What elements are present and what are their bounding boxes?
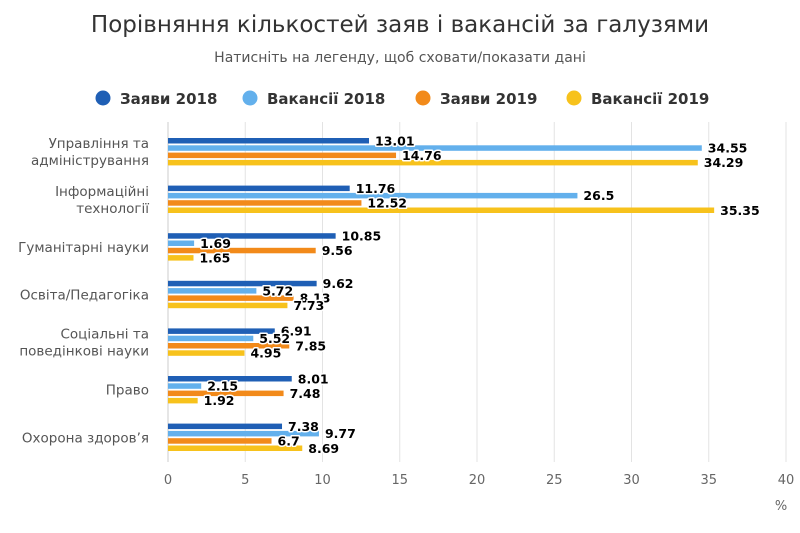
category-label: Гуманітарні науки bbox=[18, 240, 149, 256]
legend-label: Вакансії 2019 bbox=[591, 90, 709, 108]
data-label: 6.91 bbox=[281, 324, 312, 339]
legend-item-1[interactable]: Заяви 2018 bbox=[95, 90, 218, 108]
data-label: 2.15 bbox=[207, 379, 238, 394]
bar[interactable] bbox=[168, 200, 362, 206]
data-label: 10.85 bbox=[342, 228, 382, 243]
bar[interactable] bbox=[168, 390, 284, 397]
bar[interactable] bbox=[168, 152, 397, 159]
category-label: Управління та адміністрування bbox=[31, 136, 149, 169]
legend-label: Вакансії 2018 bbox=[267, 90, 385, 108]
x-axis-ticks: 0 5 10 15 20 25 30 35 40 bbox=[164, 473, 794, 488]
legend-item-4[interactable]: Вакансії 2019 bbox=[566, 90, 710, 108]
bar[interactable] bbox=[168, 255, 194, 261]
data-label: 9.62 bbox=[323, 276, 354, 291]
data-label: 7.48 bbox=[290, 386, 321, 401]
legend-marker bbox=[415, 90, 431, 106]
x-axis-unit: % bbox=[775, 499, 787, 514]
bar[interactable] bbox=[168, 192, 578, 199]
data-labels: 13.01 11.76 10.85 9.62 6.91 8.01 7.38 34.55 26.5… bbox=[198, 132, 761, 458]
bar[interactable] bbox=[168, 438, 272, 444]
bar[interactable] bbox=[168, 280, 317, 287]
bar[interactable] bbox=[168, 335, 254, 342]
bar[interactable] bbox=[168, 138, 370, 144]
legend-label: Заяви 2018 bbox=[120, 90, 217, 108]
data-label: 14.76 bbox=[402, 148, 442, 163]
x-tick-label: 25 bbox=[546, 473, 563, 488]
legend-marker bbox=[566, 90, 582, 106]
bar[interactable] bbox=[168, 240, 195, 247]
bar[interactable] bbox=[168, 233, 336, 239]
data-label: 1.92 bbox=[204, 393, 235, 408]
bar[interactable] bbox=[168, 350, 245, 356]
x-tick-label: 20 bbox=[469, 473, 486, 488]
legend-item-3[interactable]: Заяви 2019 bbox=[415, 90, 538, 108]
data-label: 6.7 bbox=[278, 433, 300, 448]
bar[interactable] bbox=[168, 302, 288, 309]
data-label: 7.85 bbox=[295, 338, 326, 353]
data-label: 1.65 bbox=[199, 250, 230, 265]
x-tick-label: 5 bbox=[241, 473, 249, 488]
bar[interactable] bbox=[168, 383, 202, 389]
data-label: 4.95 bbox=[250, 346, 281, 361]
data-label: 1.69 bbox=[200, 236, 231, 251]
bar[interactable] bbox=[168, 145, 702, 151]
category-label: Охорона здоров’я bbox=[22, 430, 149, 446]
data-label: 8.13 bbox=[300, 291, 331, 306]
x-tick-label: 30 bbox=[623, 473, 640, 488]
category-labels: Управління та адміністрування Інформаційні… bbox=[18, 136, 149, 446]
bar[interactable] bbox=[168, 423, 283, 430]
category-label: Освіта/Педагогіка bbox=[20, 288, 149, 304]
x-tick-label: 0 bbox=[164, 473, 172, 488]
data-label: 8.69 bbox=[308, 441, 339, 456]
bar[interactable] bbox=[168, 376, 292, 382]
data-label: 13.01 bbox=[375, 133, 415, 148]
bar[interactable] bbox=[168, 328, 275, 334]
bar[interactable] bbox=[168, 445, 303, 452]
legend-marker bbox=[95, 90, 111, 106]
chart-title: Порівняння кількостей заяв і вакансій за… bbox=[91, 12, 709, 38]
legend: Заяви 2018 Вакансії 2018 Заяви 2019 Вакансі… bbox=[95, 90, 710, 108]
data-label: 12.52 bbox=[367, 195, 407, 210]
data-label: 5.72 bbox=[262, 283, 293, 298]
bars bbox=[168, 138, 715, 452]
x-tick-label: 15 bbox=[391, 473, 408, 488]
bar[interactable] bbox=[168, 288, 257, 294]
legend-marker bbox=[242, 90, 258, 106]
category-label: Інформаційні технології bbox=[55, 184, 149, 217]
data-label: 5.52 bbox=[259, 331, 290, 346]
data-label: 9.56 bbox=[322, 243, 353, 258]
bar[interactable] bbox=[168, 397, 198, 404]
x-tick-label: 35 bbox=[700, 473, 717, 488]
category-label: Право bbox=[106, 383, 149, 399]
bar[interactable] bbox=[168, 159, 698, 166]
data-label: 34.55 bbox=[708, 141, 748, 156]
x-tick-label: 10 bbox=[314, 473, 331, 488]
legend-item-2[interactable]: Вакансії 2018 bbox=[242, 90, 386, 108]
data-label: 7.38 bbox=[288, 419, 319, 434]
bar[interactable] bbox=[168, 430, 319, 437]
data-label: 26.5 bbox=[583, 188, 614, 203]
x-tick-label: 40 bbox=[778, 473, 795, 488]
data-label: 35.35 bbox=[720, 203, 760, 218]
data-label: 9.77 bbox=[325, 426, 356, 441]
chart-subtitle: Натисніть на легенду, щоб сховати/показа… bbox=[214, 50, 586, 66]
bar[interactable] bbox=[168, 247, 316, 254]
data-label: 34.29 bbox=[704, 155, 744, 170]
grid bbox=[167, 122, 787, 462]
bar[interactable] bbox=[168, 343, 290, 349]
legend-label: Заяви 2019 bbox=[440, 90, 537, 108]
bar[interactable] bbox=[168, 207, 715, 214]
data-label: 8.01 bbox=[298, 371, 329, 386]
data-label: 7.73 bbox=[293, 298, 324, 313]
bar[interactable] bbox=[168, 185, 350, 192]
category-label: Соціальні та поведінкові науки bbox=[19, 327, 149, 360]
bar[interactable] bbox=[168, 295, 294, 301]
data-label: 11.76 bbox=[356, 181, 396, 196]
